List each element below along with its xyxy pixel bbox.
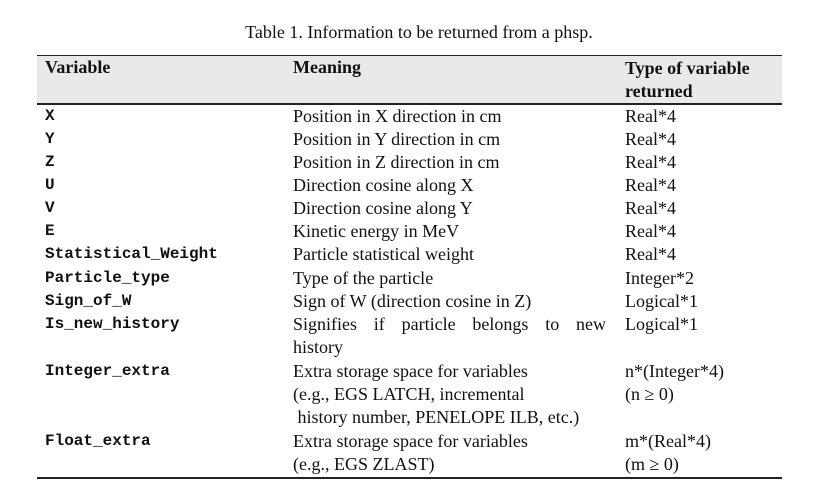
type-cell: m*(Real*4) (m ≥ 0) xyxy=(625,431,711,474)
table-row: Float_extra Extra storage space for vari… xyxy=(0,430,838,474)
table-row: Y Position in Y direction in cm Real*4 xyxy=(0,128,838,151)
variable-cell: Float_extra xyxy=(45,432,151,450)
table-caption: Table 1. Information to be returned from… xyxy=(245,22,593,42)
type-cell: Real*4 xyxy=(625,175,676,195)
table-row: E Kinetic energy in MeV Real*4 xyxy=(0,220,838,243)
meaning-cell: Type of the particle xyxy=(293,268,434,288)
table-row: U Direction cosine along X Real*4 xyxy=(0,174,838,197)
table-row: Is_new_history Signifies if particle bel… xyxy=(0,313,838,357)
header-rule xyxy=(37,103,782,105)
top-rule xyxy=(37,55,782,57)
meaning-cell: Position in Y direction in cm xyxy=(293,129,501,149)
variable-cell: Sign_of_W xyxy=(45,292,132,310)
header-variable: Variable xyxy=(45,57,111,77)
variable-cell: Integer_extra xyxy=(45,362,170,380)
type-cell: Logical*1 xyxy=(625,291,698,311)
header-type-line2: returned xyxy=(625,81,693,101)
header-meaning: Meaning xyxy=(293,57,362,77)
variable-cell: Statistical_Weight xyxy=(45,245,218,263)
meaning-cell: Extra storage space for variables (e.g.,… xyxy=(293,431,528,474)
table-row: Z Position in Z direction in cm Real*4 xyxy=(0,151,838,174)
table-header xyxy=(37,56,782,103)
variable-cell: E xyxy=(45,222,55,240)
table-row: Integer_extra Extra storage space for va… xyxy=(0,360,838,427)
header-type-line1: Type of variable xyxy=(625,58,750,78)
variable-cell: U xyxy=(45,176,55,194)
type-cell: n*(Integer*4) (n ≥ 0) xyxy=(625,361,724,404)
meaning-cell: Kinetic energy in MeV xyxy=(293,221,460,241)
variable-cell: Particle_type xyxy=(45,269,170,287)
meaning-cell: Position in Z direction in cm xyxy=(293,152,500,172)
variable-cell: Z xyxy=(45,153,55,171)
header-type: Type of variable returned xyxy=(625,57,750,103)
meaning-cell: Sign of W (direction cosine in Z) xyxy=(293,291,532,311)
table-row: Statistical_Weight Particle statistical … xyxy=(0,243,838,266)
meaning-cell: Direction cosine along Y xyxy=(293,198,473,218)
meaning-cell: Extra storage space for variables (e.g.,… xyxy=(293,361,580,427)
variable-cell: Is_new_history xyxy=(45,315,180,333)
variable-cell: Y xyxy=(45,130,55,148)
variable-cell: X xyxy=(45,107,55,125)
table-row: Sign_of_W Sign of W (direction cosine in… xyxy=(0,290,838,313)
type-cell: Real*4 xyxy=(625,152,676,172)
meaning-cell: Signifies if particle belongs to new his… xyxy=(293,314,606,357)
bottom-rule xyxy=(37,477,782,479)
meaning-cell: Position in X direction in cm xyxy=(293,106,502,126)
type-cell: Real*4 xyxy=(625,106,676,126)
type-cell: Logical*1 xyxy=(625,314,698,334)
meaning-cell: Direction cosine along X xyxy=(293,175,474,195)
table-row: X Position in X direction in cm Real*4 xyxy=(0,105,838,128)
table-row: V Direction cosine along Y Real*4 xyxy=(0,197,838,220)
meaning-cell: Particle statistical weight xyxy=(293,244,474,264)
table-row: Particle_type Type of the particle Integ… xyxy=(0,267,838,290)
type-cell: Real*4 xyxy=(625,244,676,264)
type-cell: Integer*2 xyxy=(625,268,694,288)
variable-cell: V xyxy=(45,199,55,217)
type-cell: Real*4 xyxy=(625,198,676,218)
type-cell: Real*4 xyxy=(625,221,676,241)
type-cell: Real*4 xyxy=(625,129,676,149)
